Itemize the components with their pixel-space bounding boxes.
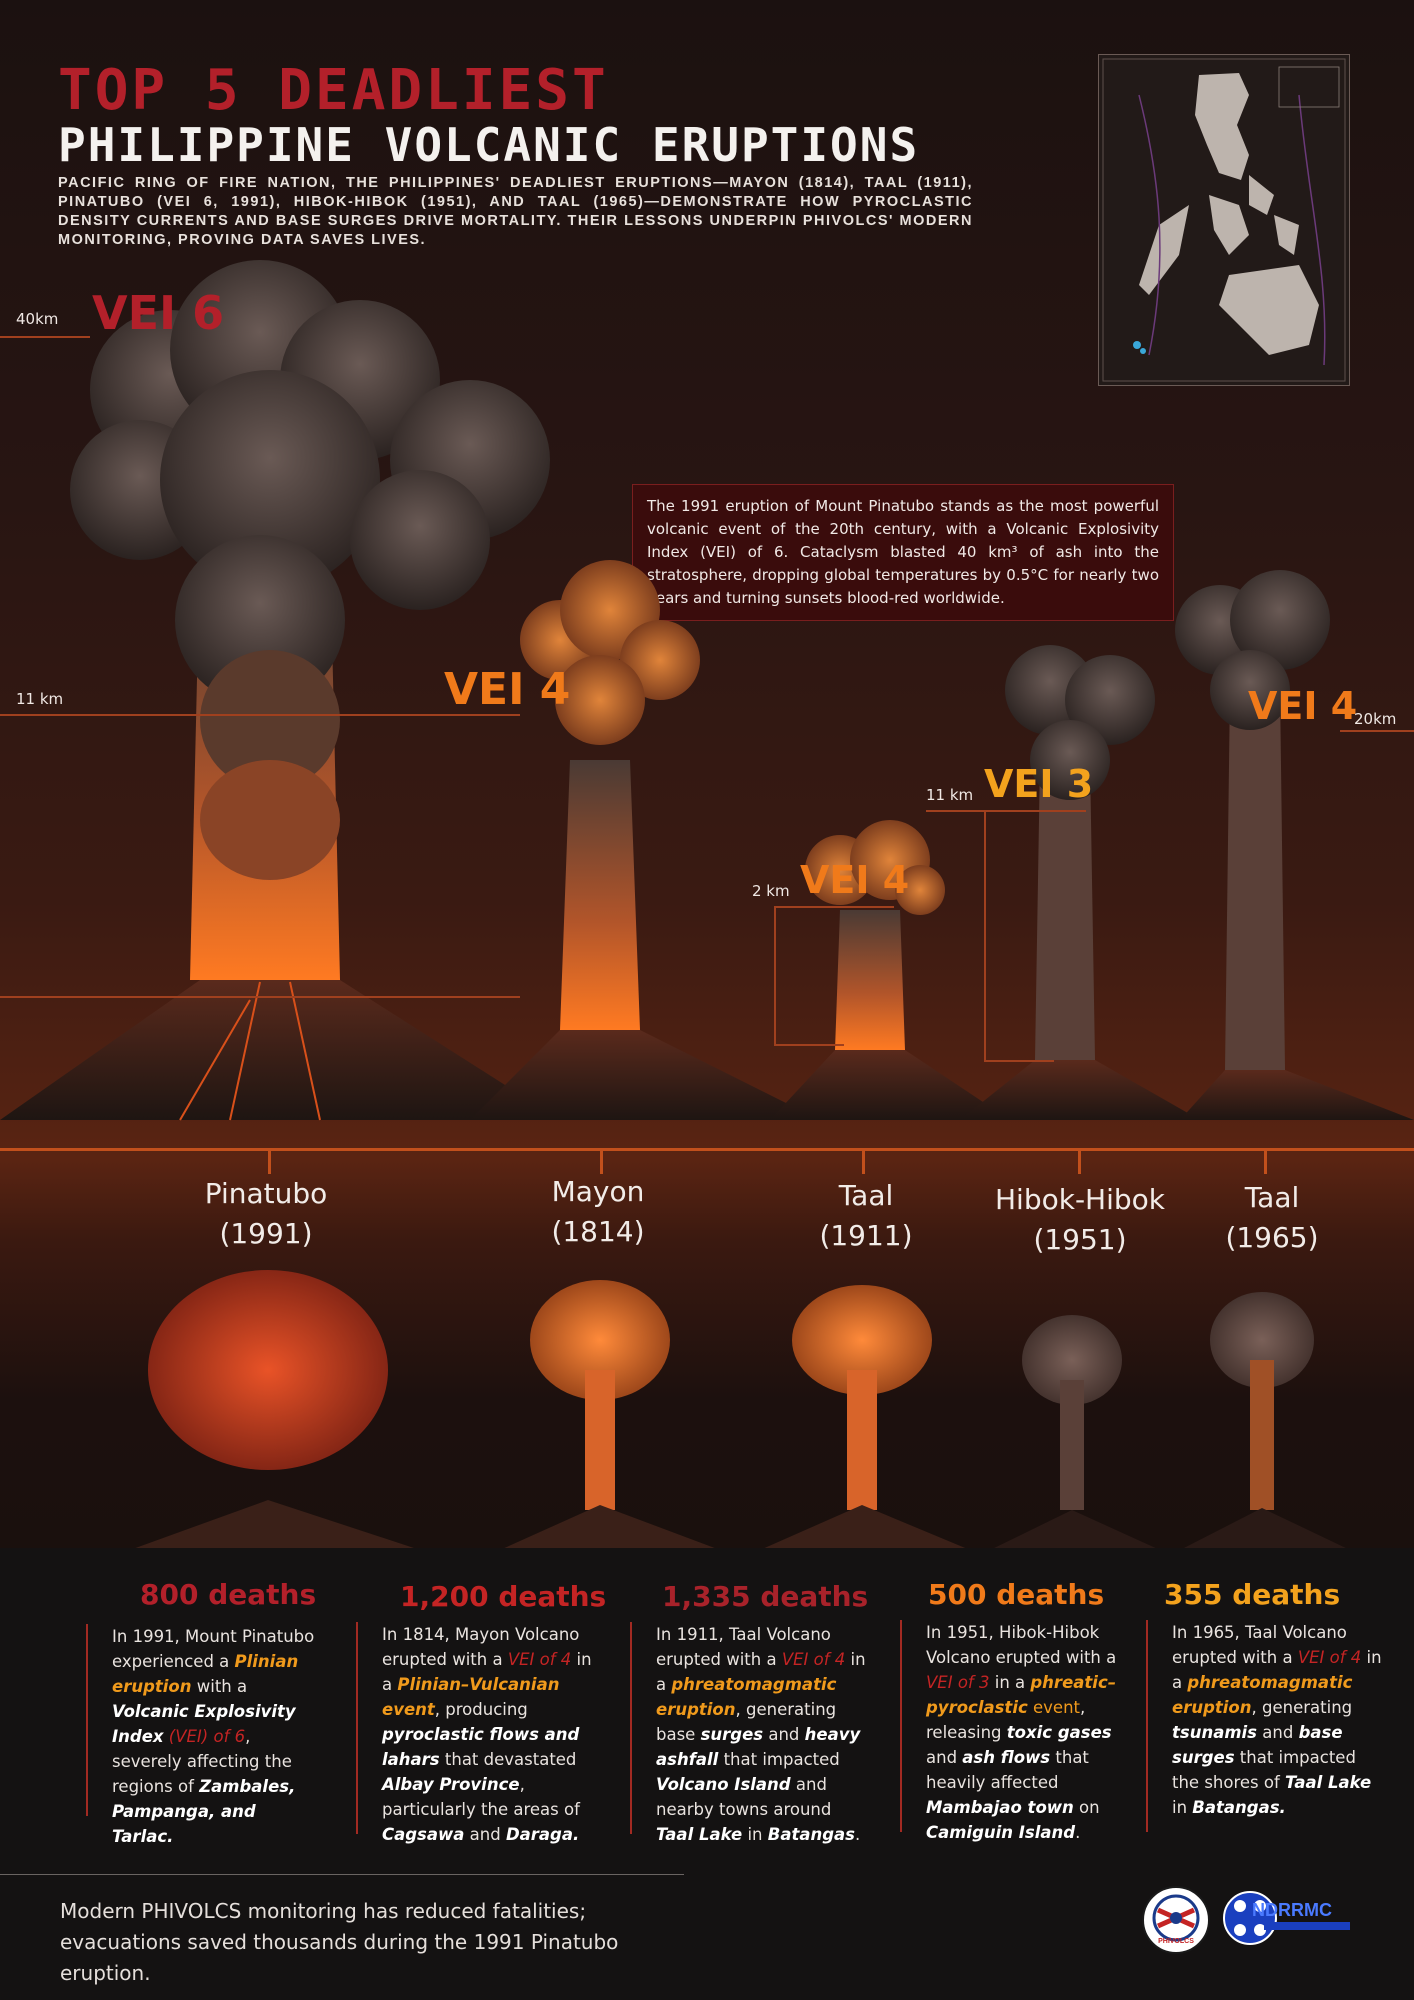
- timeline-tick: [862, 1150, 865, 1174]
- deaths-taal-1911: 1,335 deaths: [662, 1580, 869, 1613]
- eruption-year: (1991): [219, 1217, 313, 1250]
- volcano-name: Pinatubo: [204, 1177, 328, 1210]
- altitude-line: [0, 336, 90, 338]
- volcano-name: Hibok-Hibok: [994, 1183, 1165, 1216]
- eruption-year: (1951): [1033, 1223, 1127, 1256]
- eruption-year: (1814): [551, 1215, 645, 1248]
- mayon-plume: [470, 560, 820, 1120]
- small-plumes: [130, 1270, 1350, 1550]
- eruption-name-hibok-hibok: Hibok-Hibok (1951): [970, 1180, 1190, 1260]
- pinatubo-callout: The 1991 eruption of Mount Pinatubo stan…: [632, 484, 1174, 621]
- vei-label-pinatubo: VEI 6: [92, 286, 225, 340]
- taal-1911-plume: [770, 820, 1010, 1120]
- description-mayon: In 1814, Mayon Volcano erupted with a VE…: [356, 1622, 592, 1844]
- eruption-name-pinatubo: Pinatubo (1991): [156, 1174, 376, 1254]
- description-hibok-hibok: In 1951, Hibok-Hibok Volcano erupted wit…: [900, 1620, 1136, 1842]
- timeline-baseline: [0, 1148, 1414, 1151]
- altitude-pinatubo-mid: 11 km: [16, 690, 64, 708]
- vei-label-hibok-hibok: VEI 3: [984, 762, 1094, 806]
- altitude-line: [0, 996, 520, 998]
- vei-label-taal-1965: VEI 4: [1248, 684, 1358, 728]
- title-line-2: PHILIPPINE VOLCANIC ERUPTIONS: [58, 118, 920, 172]
- phivolcs-logo: PHIVOLCS: [1142, 1886, 1210, 1954]
- eruption-year: (1965): [1225, 1221, 1319, 1254]
- ndrrmc-logo-text: NDRRMC: [1252, 1900, 1332, 1920]
- intro-text: Pacific Ring of Fire nation, the Philipp…: [58, 175, 973, 248]
- altitude-line: [774, 1044, 844, 1046]
- description-taal-1911: In 1911, Taal Volcano erupted with a VEI…: [630, 1622, 866, 1844]
- deaths-mayon: 1,200 deaths: [400, 1580, 607, 1613]
- hibok-hibok-small-plume: [990, 1315, 1160, 1550]
- altitude-line: [984, 1060, 1054, 1062]
- eruption-year: (1911): [819, 1219, 913, 1252]
- vei-label-taal-1911: VEI 4: [800, 858, 910, 902]
- volcano-name: Taal: [838, 1179, 894, 1212]
- deaths-hibok-hibok: 500 deaths: [928, 1578, 1105, 1611]
- deaths-taal-1965: 355 deaths: [1164, 1578, 1341, 1611]
- title-line-1: TOP 5 DEADLIEST: [58, 58, 609, 123]
- altitude-taal-1911: 2 km: [752, 882, 790, 900]
- description-pinatubo: In 1991, Mount Pinatubo experienced a Pl…: [86, 1624, 322, 1846]
- taal-1965-small-plume: [1180, 1292, 1350, 1550]
- volcano-name: Taal: [1244, 1181, 1300, 1214]
- philippines-map: [1098, 54, 1350, 386]
- eruption-name-mayon: Mayon (1814): [488, 1172, 708, 1252]
- timeline-tick: [268, 1150, 271, 1174]
- timeline-tick: [600, 1150, 603, 1174]
- taal-1911-small-plume: [760, 1285, 970, 1550]
- altitude-pinatubo-top: 40km: [16, 310, 59, 328]
- eruption-name-taal-1965: Taal (1965): [1162, 1178, 1382, 1258]
- eruption-name-taal-1911: Taal (1911): [756, 1176, 976, 1256]
- altitude-line: [926, 810, 1086, 812]
- timeline-tick: [1264, 1150, 1267, 1174]
- mayon-small-plume: [500, 1280, 720, 1550]
- footer-text: Modern PHIVOLCS monitoring has reduced f…: [60, 1899, 619, 1985]
- map-icon: [1102, 58, 1346, 382]
- altitude-line: [0, 714, 520, 716]
- hibok-hibok-plume: [960, 645, 1200, 1120]
- ndrrmc-emblem-icon: [1223, 1891, 1350, 1945]
- taal-1965-plume: [1175, 570, 1414, 1120]
- pinatubo-plume: [0, 260, 560, 1121]
- altitude-hibok-hibok: 11 km: [926, 786, 974, 804]
- timeline-tick: [1078, 1150, 1081, 1174]
- altitude-taal-1965: 20km: [1354, 710, 1397, 728]
- pinatubo-small-plume: [130, 1270, 420, 1550]
- vei-label-mayon: VEI 4: [444, 664, 571, 715]
- footer-divider: [0, 1874, 684, 1875]
- ndrrmc-logo: NDRRMC: [1220, 1888, 1352, 1948]
- altitude-bracket: [984, 810, 986, 1062]
- altitude-line: [1340, 730, 1414, 732]
- deaths-pinatubo: 800 deaths: [140, 1578, 317, 1611]
- phivolcs-emblem-icon: [1152, 1894, 1200, 1942]
- description-taal-1965: In 1965, Taal Volcano erupted with a VEI…: [1146, 1620, 1382, 1832]
- altitude-line: [774, 906, 894, 908]
- phivolcs-logo-text: PHIVOLCS: [1158, 1938, 1194, 1945]
- volcano-name: Mayon: [551, 1175, 645, 1208]
- volcano-illustration: [0, 260, 1414, 1121]
- altitude-bracket: [774, 906, 776, 1046]
